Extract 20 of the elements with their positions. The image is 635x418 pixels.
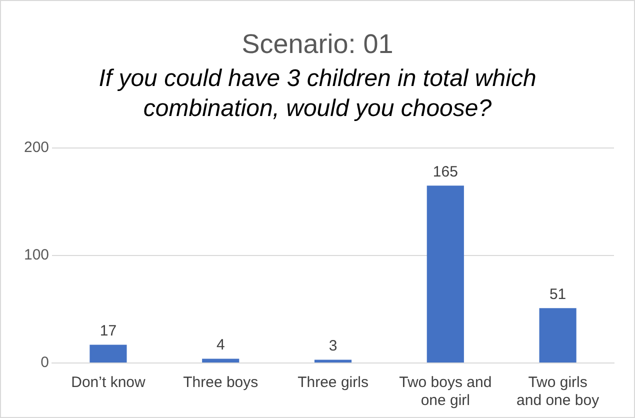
data-label: 17 bbox=[100, 322, 117, 340]
y-tick-label: 200 bbox=[24, 139, 50, 156]
bar bbox=[90, 344, 127, 362]
data-label: 51 bbox=[549, 286, 566, 303]
x-tick-label: Two boys and one girl bbox=[399, 374, 492, 410]
data-label: 165 bbox=[432, 163, 458, 180]
chart-title: Scenario: 01 bbox=[240, 29, 394, 60]
x-tick-label: Don’t know bbox=[71, 374, 146, 392]
data-label: 3 bbox=[328, 337, 338, 354]
x-tick-label: Three girls bbox=[298, 374, 368, 392]
data-label: 4 bbox=[216, 336, 225, 354]
y-tick-label: 0 bbox=[40, 354, 50, 372]
bar bbox=[202, 358, 240, 362]
x-tick-label: Three boys bbox=[183, 374, 258, 392]
y-tick-label: 100 bbox=[24, 246, 50, 264]
x-tick-label: Two girls and one boy bbox=[516, 374, 600, 410]
bar bbox=[539, 308, 576, 362]
bar bbox=[426, 186, 464, 362]
bar bbox=[314, 360, 352, 362]
chart-subtitle: If you could have 3 children in total which combination, would you choose? bbox=[98, 64, 538, 124]
